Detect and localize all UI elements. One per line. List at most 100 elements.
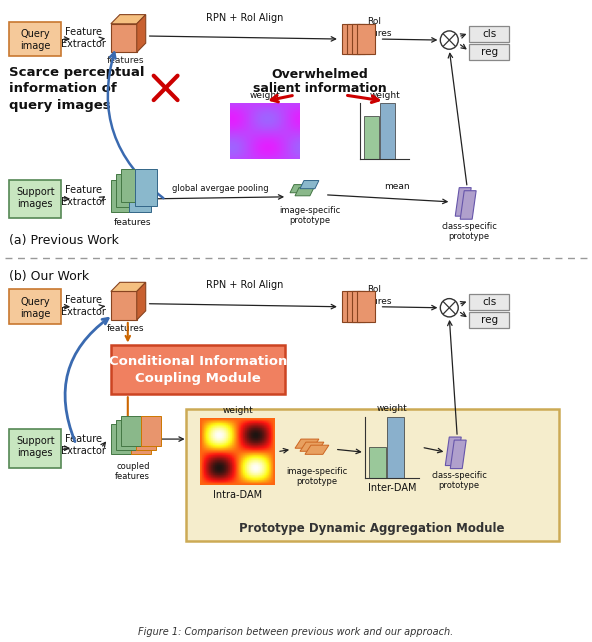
Polygon shape: [300, 442, 324, 451]
Bar: [469, 293, 509, 310]
Polygon shape: [111, 15, 146, 24]
Text: image: image: [20, 41, 50, 51]
Bar: [111, 180, 131, 212]
Bar: [352, 24, 369, 55]
Text: Coupling Module: Coupling Module: [135, 372, 261, 385]
Text: salient information: salient information: [253, 82, 387, 96]
Text: weight: weight: [377, 404, 407, 413]
Polygon shape: [111, 282, 146, 291]
Text: weight: weight: [223, 406, 253, 415]
Text: class-specific: class-specific: [432, 471, 487, 480]
Text: prototype: prototype: [449, 232, 490, 241]
Text: reg: reg: [481, 315, 498, 325]
Polygon shape: [445, 437, 461, 465]
Text: Feature: Feature: [65, 185, 101, 195]
Text: image-specific: image-specific: [279, 205, 340, 214]
Bar: [364, 116, 379, 159]
Bar: [111, 424, 131, 455]
Bar: [121, 169, 141, 202]
Text: weight: weight: [250, 91, 281, 100]
Bar: [347, 291, 365, 322]
Polygon shape: [137, 282, 146, 320]
Polygon shape: [295, 439, 319, 448]
Text: coupled: coupled: [116, 462, 150, 471]
Bar: [352, 291, 369, 322]
Bar: [469, 26, 509, 42]
Text: Conditional Information: Conditional Information: [109, 355, 287, 369]
Bar: [342, 291, 360, 322]
Text: global avergae pooling: global avergae pooling: [172, 184, 269, 193]
Text: reg: reg: [481, 48, 498, 57]
Text: query images: query images: [9, 99, 111, 112]
Bar: [357, 24, 375, 55]
Text: RPN + RoI Align: RPN + RoI Align: [205, 13, 283, 22]
Text: Extractor: Extractor: [60, 39, 105, 49]
Text: Extractor: Extractor: [60, 446, 105, 456]
Text: features: features: [355, 297, 392, 306]
Text: Figure 1: Comparison between previous work and our approach.: Figure 1: Comparison between previous wo…: [139, 627, 453, 638]
Bar: [131, 424, 151, 455]
Text: Inter-DAM: Inter-DAM: [368, 483, 416, 493]
Bar: [9, 290, 61, 324]
Text: cls: cls: [482, 29, 496, 39]
Bar: [121, 415, 141, 446]
Bar: [342, 24, 360, 55]
Polygon shape: [455, 187, 471, 216]
Text: image-specific: image-specific: [287, 467, 348, 476]
Bar: [9, 429, 61, 467]
Text: RPN + RoI Align: RPN + RoI Align: [205, 281, 283, 290]
Text: features: features: [107, 56, 144, 65]
Text: features: features: [114, 218, 152, 227]
Polygon shape: [451, 440, 466, 469]
Text: prototype: prototype: [439, 482, 480, 490]
Text: Query: Query: [20, 29, 50, 39]
Bar: [388, 417, 404, 478]
Circle shape: [440, 31, 458, 49]
Bar: [116, 420, 136, 450]
Text: features: features: [355, 30, 392, 39]
Text: Extractor: Extractor: [60, 307, 105, 317]
Bar: [9, 22, 61, 56]
Text: (a) Previous Work: (a) Previous Work: [9, 234, 119, 247]
Bar: [469, 44, 509, 60]
Text: prototype: prototype: [297, 477, 337, 487]
Bar: [116, 175, 136, 207]
Bar: [381, 103, 395, 159]
Text: Support: Support: [16, 436, 54, 446]
Bar: [111, 291, 137, 320]
Text: RoI: RoI: [366, 285, 381, 294]
Text: Support: Support: [16, 187, 54, 196]
Text: prototype: prototype: [289, 216, 330, 225]
Text: weight: weight: [369, 91, 400, 100]
Polygon shape: [305, 445, 329, 455]
Text: Query: Query: [20, 297, 50, 307]
Text: mean: mean: [384, 182, 410, 191]
Text: Prototype Dynamic Aggregation Module: Prototype Dynamic Aggregation Module: [239, 522, 505, 535]
Text: Extractor: Extractor: [60, 197, 105, 207]
Text: Scarce perceptual: Scarce perceptual: [9, 66, 145, 79]
Text: images: images: [18, 448, 53, 458]
Text: image: image: [20, 309, 50, 319]
Bar: [111, 345, 285, 394]
Text: class-specific: class-specific: [441, 222, 497, 231]
Bar: [9, 180, 61, 218]
Text: RoI: RoI: [366, 17, 381, 26]
Bar: [469, 312, 509, 328]
Text: information of: information of: [9, 82, 117, 96]
Text: images: images: [18, 199, 53, 209]
Circle shape: [440, 299, 458, 317]
Text: features: features: [115, 473, 150, 482]
Bar: [185, 408, 559, 541]
Polygon shape: [295, 187, 314, 196]
Text: Feature: Feature: [65, 27, 101, 37]
Bar: [129, 175, 151, 212]
Polygon shape: [460, 191, 476, 219]
Text: cls: cls: [482, 297, 496, 307]
Bar: [141, 415, 160, 446]
Bar: [136, 420, 156, 450]
Text: (b) Our Work: (b) Our Work: [9, 270, 89, 282]
Polygon shape: [300, 180, 319, 189]
Polygon shape: [290, 185, 309, 193]
Bar: [111, 24, 137, 52]
Text: Feature: Feature: [65, 434, 101, 444]
